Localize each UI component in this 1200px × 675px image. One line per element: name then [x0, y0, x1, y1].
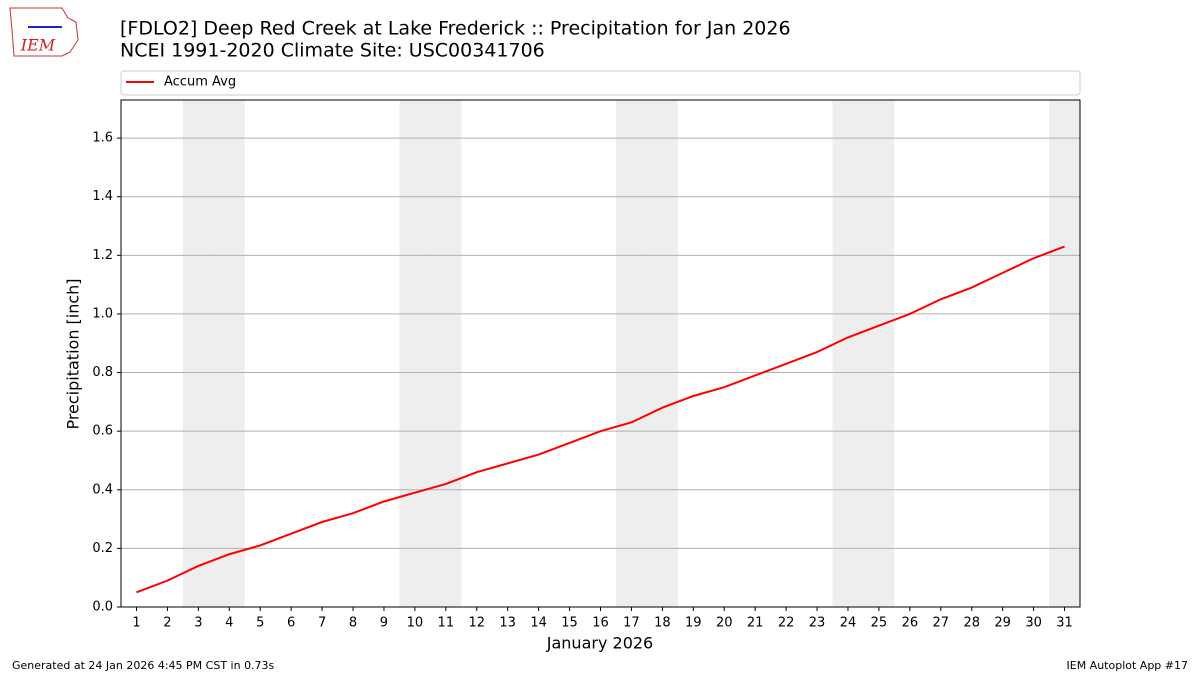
weekend-band [832, 100, 864, 607]
x-tick-label: 27 [933, 616, 950, 631]
weekend-band [615, 100, 647, 607]
x-tick-label: 31 [1056, 616, 1073, 631]
chart-subtitle: NCEI 1991-2020 Climate Site: USC00341706 [120, 40, 545, 62]
weekend-band [430, 100, 462, 607]
x-tick-label: 19 [685, 616, 702, 631]
x-tick-label: 24 [840, 616, 857, 631]
weekend-band [399, 100, 431, 607]
y-tick-label: 0.2 [92, 541, 113, 556]
x-tick-label: 2 [163, 616, 171, 631]
x-tick-label: 15 [561, 616, 578, 631]
logo: IEM [9, 7, 79, 57]
x-tick-label: 20 [716, 616, 733, 631]
x-tick-label: 4 [225, 616, 233, 631]
x-tick-label: 6 [287, 616, 295, 631]
x-tick-label: 22 [778, 616, 795, 631]
x-tick-label: 1 [132, 616, 140, 631]
x-tick-label: 9 [380, 616, 388, 631]
chart-title: [FDLO2] Deep Red Creek at Lake Frederick… [120, 18, 791, 40]
legend-box [120, 70, 1081, 96]
footer-left: Generated at 24 Jan 2026 4:45 PM CST in … [12, 659, 275, 672]
data-line [136, 245, 1065, 594]
weekend-band [213, 100, 245, 607]
footer-right: IEM Autoplot App #17 [1067, 659, 1189, 672]
plot-frame [120, 99, 1081, 608]
x-axis-label: January 2026 [546, 634, 653, 653]
logo-outline [9, 7, 79, 57]
x-tick-label: 14 [530, 616, 547, 631]
x-tick-label: 5 [256, 616, 264, 631]
y-tick-label: 1.2 [92, 248, 113, 263]
y-tick-label: 0.8 [92, 365, 113, 380]
x-tick-label: 12 [468, 616, 485, 631]
y-tick-label: 1.0 [92, 306, 113, 321]
x-tick-label: 17 [623, 616, 640, 631]
x-tick-label: 21 [747, 616, 764, 631]
x-tick-label: 18 [654, 616, 671, 631]
weekend-band [182, 100, 214, 607]
x-tick-label: 23 [809, 616, 826, 631]
x-tick-label: 7 [318, 616, 326, 631]
weekend-band [863, 100, 895, 607]
y-tick-label: 0.0 [92, 600, 113, 615]
x-tick-label: 13 [499, 616, 516, 631]
x-tick-label: 26 [902, 616, 919, 631]
weekend-band [1049, 100, 1080, 607]
legend-label: Accum Avg [164, 75, 236, 90]
x-tick-label: 29 [994, 616, 1011, 631]
logo-text: IEM [20, 36, 56, 55]
x-tick-label: 30 [1025, 616, 1042, 631]
y-tick-label: 0.4 [92, 482, 113, 497]
y-tick-label: 1.6 [92, 131, 113, 146]
x-tick-label: 28 [963, 616, 980, 631]
x-tick-label: 10 [407, 616, 424, 631]
y-axis-label: Precipitation [inch] [64, 278, 83, 429]
x-tick-label: 3 [194, 616, 202, 631]
y-tick-label: 0.6 [92, 424, 113, 439]
y-tick-label: 1.4 [92, 189, 113, 204]
x-tick-label: 16 [592, 616, 609, 631]
x-tick-label: 25 [871, 616, 888, 631]
x-tick-label: 8 [349, 616, 357, 631]
x-tick-label: 11 [438, 616, 455, 631]
weekend-band [646, 100, 678, 607]
